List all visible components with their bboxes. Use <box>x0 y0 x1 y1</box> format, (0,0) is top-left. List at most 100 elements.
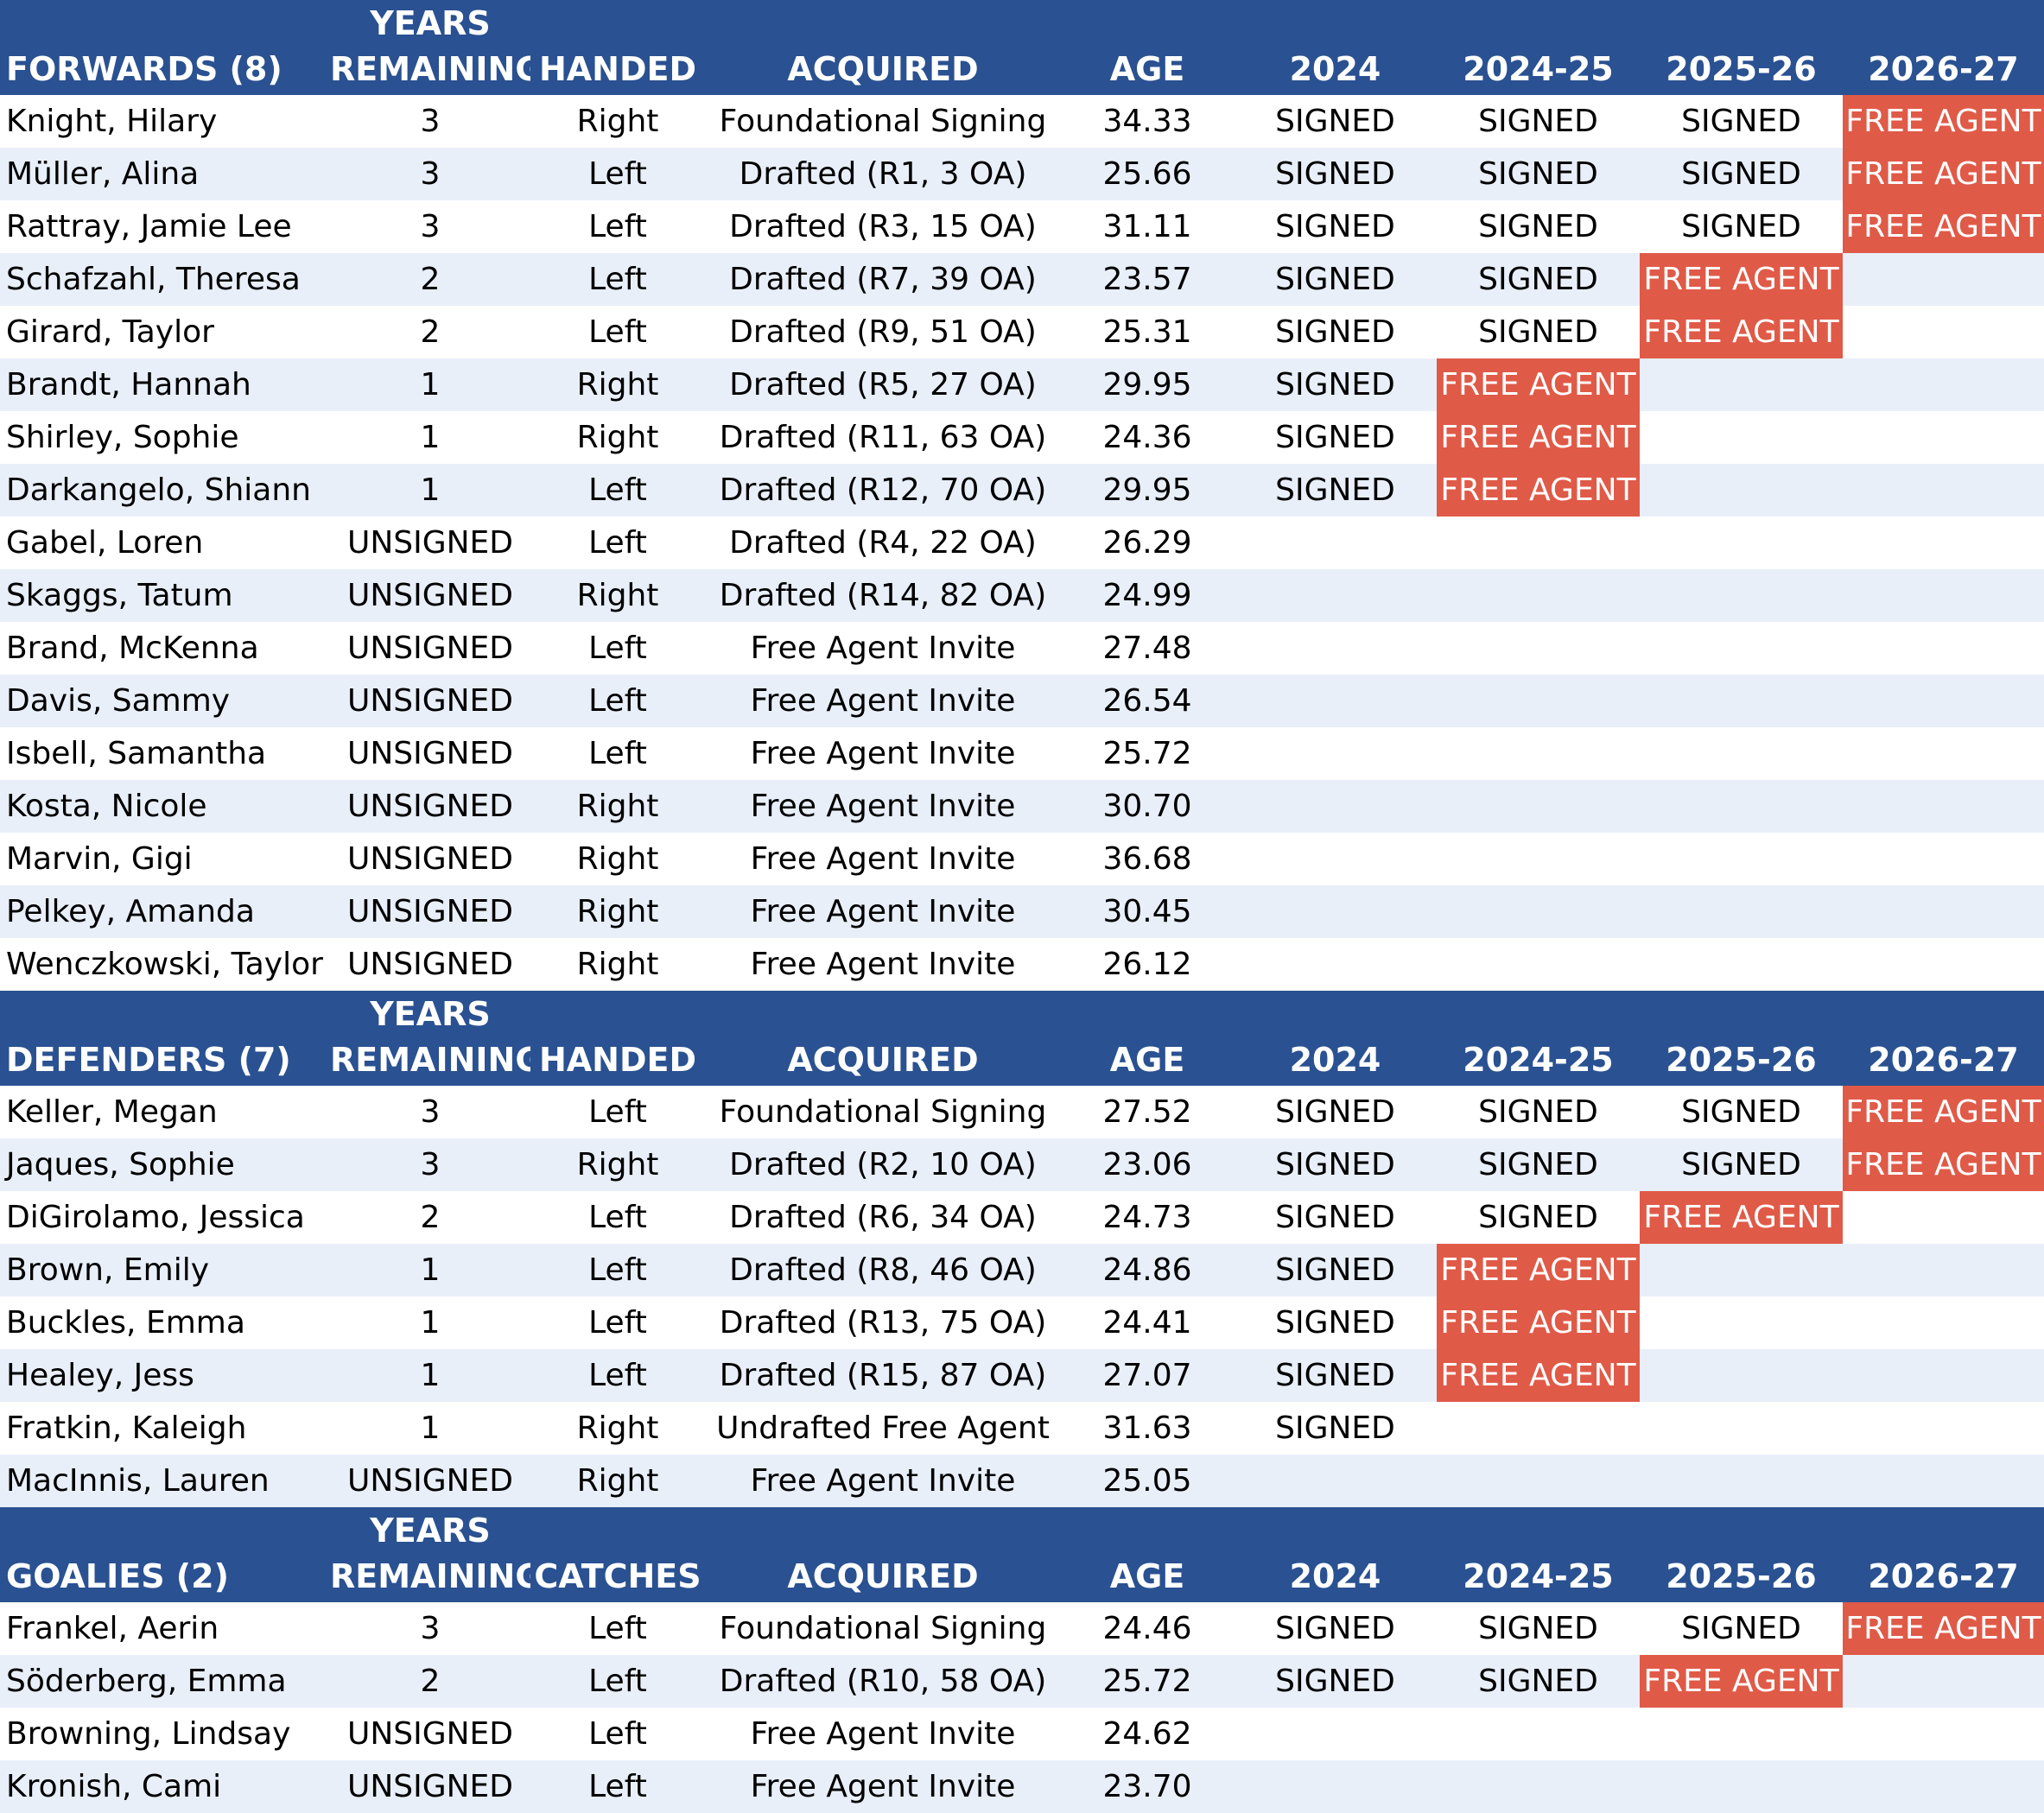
header-blank <box>1437 991 1640 1034</box>
years-remaining: 1 <box>330 464 530 517</box>
season-status <box>1843 1349 2044 1402</box>
season-status: SIGNED <box>1275 1094 1395 1130</box>
season-status: FREE AGENT <box>1843 1138 2044 1191</box>
section-title: FORWARDS (8) <box>0 43 330 95</box>
acquired-via: Drafted (R12, 70 OA) <box>705 464 1061 517</box>
handedness: Right <box>576 420 659 455</box>
season-status <box>1843 1708 2044 1760</box>
player-name: Brand, McKenna <box>6 631 259 666</box>
table-row: Girard, Taylor 2 Left Drafted (R9, 51 OA) 25… <box>0 306 2044 358</box>
acquired-via: Free Agent Invite <box>750 1716 1016 1752</box>
section-header: GOALIES (2) REMAINING CATCHES ACQUIRED AGE 20… <box>0 1550 2044 1602</box>
header-blank <box>1437 1507 1640 1550</box>
table-row: Wenczkowski, Taylor UNSIGNED Right Free Age… <box>0 938 2044 991</box>
season-status <box>1234 675 1437 727</box>
season-status <box>1640 464 1843 517</box>
player-age: 34.33 <box>1102 104 1192 139</box>
acquired-via: Drafted (R14, 82 OA) <box>705 569 1061 622</box>
season-status: SIGNED <box>1234 464 1437 517</box>
handedness: Left <box>530 464 705 517</box>
header-blank <box>530 0 705 43</box>
acquired-via: Drafted (R6, 34 OA) <box>729 1200 1037 1235</box>
season-status <box>1640 569 1843 622</box>
handedness: Right <box>530 780 705 833</box>
col-header-years-line2: REMAINING <box>330 1550 530 1602</box>
acquired-via: Drafted (R10, 58 OA) <box>705 1655 1061 1708</box>
acquired-via: Free Agent Invite <box>705 780 1061 833</box>
header-blank <box>1640 991 1843 1034</box>
handedness: Left <box>588 1716 647 1752</box>
player-age: 25.66 <box>1061 148 1234 200</box>
section-title: DEFENDERS (7) <box>0 1034 330 1086</box>
season-status: SIGNED <box>1234 1138 1437 1191</box>
season-status: FREE AGENT <box>1640 1655 1843 1708</box>
years-remaining: UNSIGNED <box>330 1455 530 1507</box>
player-name: Isbell, Samantha <box>6 736 267 771</box>
player-name: Browning, Lindsay <box>6 1716 291 1752</box>
years-remaining: 2 <box>330 1655 530 1708</box>
player-name: Shirley, Sophie <box>6 420 239 455</box>
player-age: 30.45 <box>1061 885 1234 938</box>
season-status: FREE AGENT <box>1843 1086 2044 1138</box>
acquired-via: Free Agent Invite <box>705 1760 1061 1813</box>
handedness: Left <box>530 1244 705 1296</box>
header-blank <box>1061 991 1234 1034</box>
handedness: Right <box>576 104 659 139</box>
season-status: SIGNED <box>1478 314 1598 350</box>
player-name: Healey, Jess <box>0 1349 330 1402</box>
table-row: Brandt, Hannah 1 Right Drafted (R5, 27 OA) 2… <box>0 358 2044 411</box>
col-header-season: 2024 <box>1234 1550 1437 1602</box>
player-name: Keller, Megan <box>6 1094 218 1130</box>
years-remaining: 3 <box>420 209 441 244</box>
season-status <box>1234 1455 1437 1507</box>
years-remaining: 3 <box>420 1611 441 1646</box>
years-remaining: UNSIGNED <box>330 1760 530 1813</box>
season-status: SIGNED <box>1275 1305 1395 1341</box>
years-remaining: UNSIGNED <box>346 841 514 877</box>
season-status <box>1234 1760 1437 1813</box>
header-blank <box>1640 1507 1843 1550</box>
player-age: 31.11 <box>1102 209 1192 244</box>
acquired-via: Undrafted Free Agent <box>716 1410 1050 1446</box>
acquired-via: Drafted (R13, 75 OA) <box>719 1305 1047 1341</box>
season-status: FREE AGENT <box>1843 148 2044 200</box>
season-status <box>1234 622 1437 675</box>
header-blank <box>1061 0 1234 43</box>
season-status <box>1640 727 1843 780</box>
season-status: FREE AGENT <box>1437 1296 1640 1349</box>
years-remaining: UNSIGNED <box>330 780 530 833</box>
years-remaining: UNSIGNED <box>346 1716 514 1752</box>
season-status <box>1437 1402 1640 1455</box>
col-header-season: 2024 <box>1234 1034 1437 1086</box>
table-row: Marvin, Gigi UNSIGNED Right Free Agent Invi… <box>0 833 2044 885</box>
years-remaining: UNSIGNED <box>346 631 514 666</box>
table-row: Browning, Lindsay UNSIGNED Left Free Agent … <box>0 1708 2044 1760</box>
col-header-years-line1: YEARS <box>330 991 530 1034</box>
season-status <box>1437 569 1640 622</box>
season-status <box>1640 885 1843 938</box>
section-header-top: YEARS <box>0 0 2044 43</box>
player-age: 30.70 <box>1061 780 1234 833</box>
season-status <box>1843 780 2044 833</box>
header-blank <box>1437 0 1640 43</box>
season-status <box>1843 1191 2044 1244</box>
season-status: SIGNED <box>1437 148 1640 200</box>
player-age: 24.46 <box>1102 1611 1192 1646</box>
season-status: SIGNED <box>1234 253 1437 306</box>
table-row: Knight, Hilary 3 Right Foundational Signing… <box>0 95 2044 148</box>
player-name: Marvin, Gigi <box>6 841 193 877</box>
season-status <box>1843 1655 2044 1708</box>
header-blank <box>0 0 330 43</box>
years-remaining: UNSIGNED <box>330 675 530 727</box>
season-status: SIGNED <box>1478 1200 1598 1235</box>
handedness: Left <box>588 1611 647 1646</box>
years-remaining: 3 <box>420 104 441 139</box>
season-status <box>1640 1244 1843 1296</box>
player-age: 24.36 <box>1102 420 1192 455</box>
season-status: SIGNED <box>1234 1349 1437 1402</box>
col-header-season: 2025-26 <box>1640 1034 1843 1086</box>
handedness: Left <box>588 314 647 350</box>
years-remaining: 2 <box>330 253 530 306</box>
